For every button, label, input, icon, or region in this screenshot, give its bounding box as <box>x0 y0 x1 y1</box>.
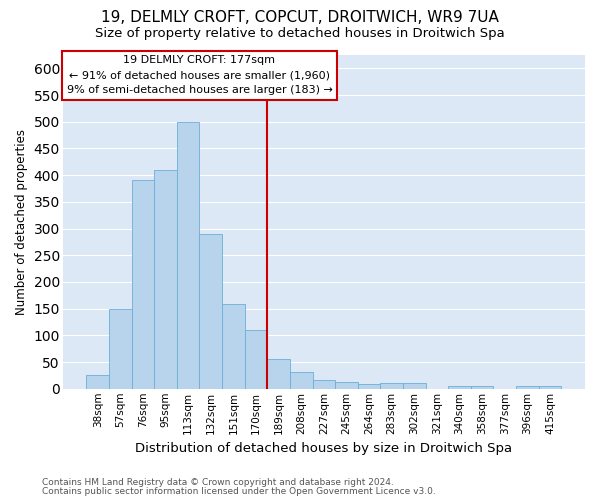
Bar <box>154 170 177 389</box>
Bar <box>471 386 493 389</box>
Text: 19 DELMLY CROFT: 177sqm
← 91% of detached houses are smaller (1,960)
9% of semi-: 19 DELMLY CROFT: 177sqm ← 91% of detache… <box>67 56 332 95</box>
Text: Contains HM Land Registry data © Crown copyright and database right 2024.: Contains HM Land Registry data © Crown c… <box>42 478 394 487</box>
Bar <box>86 376 109 389</box>
Text: 19, DELMLY CROFT, COPCUT, DROITWICH, WR9 7UA: 19, DELMLY CROFT, COPCUT, DROITWICH, WR9… <box>101 10 499 25</box>
Bar <box>539 386 561 389</box>
Bar <box>222 304 245 389</box>
Bar <box>290 372 313 389</box>
Bar <box>380 384 403 389</box>
Bar <box>448 386 471 389</box>
Text: Contains public sector information licensed under the Open Government Licence v3: Contains public sector information licen… <box>42 487 436 496</box>
Bar <box>403 384 425 389</box>
Bar <box>358 384 380 389</box>
Bar <box>109 308 131 389</box>
Bar <box>131 180 154 389</box>
Bar <box>313 380 335 389</box>
Bar <box>268 360 290 389</box>
Bar <box>177 122 199 389</box>
X-axis label: Distribution of detached houses by size in Droitwich Spa: Distribution of detached houses by size … <box>135 442 512 455</box>
Bar <box>335 382 358 389</box>
Bar <box>516 386 539 389</box>
Bar <box>245 330 268 389</box>
Text: Size of property relative to detached houses in Droitwich Spa: Size of property relative to detached ho… <box>95 28 505 40</box>
Bar <box>199 234 222 389</box>
Y-axis label: Number of detached properties: Number of detached properties <box>15 129 28 315</box>
